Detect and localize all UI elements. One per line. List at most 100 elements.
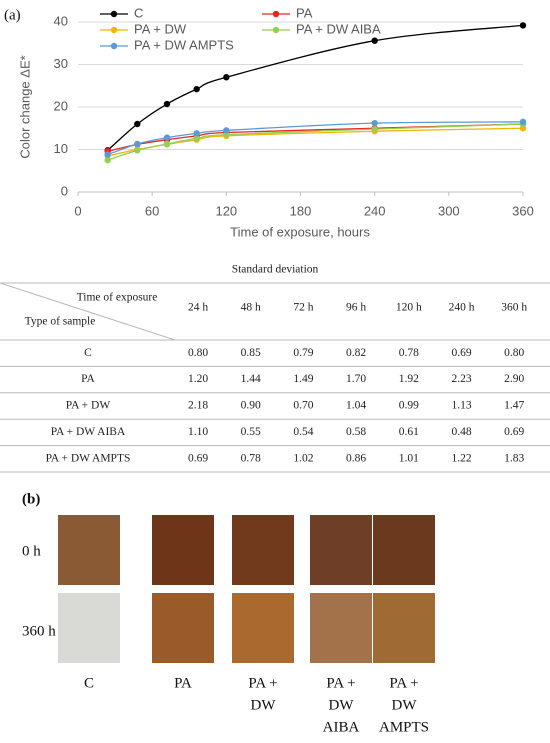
photo xyxy=(58,515,120,585)
table-cell: 0.58 xyxy=(346,426,366,438)
legend-label: PA + DW AIBA xyxy=(296,21,381,36)
data-point xyxy=(519,22,527,29)
table-cell: 0.86 xyxy=(346,452,366,464)
sample-label: C xyxy=(84,675,94,691)
table-cell: 0.69 xyxy=(188,452,208,464)
row-header: PA xyxy=(81,373,95,385)
x-tick-label: 180 xyxy=(290,203,312,218)
sample-label: PA + xyxy=(389,675,418,691)
data-point xyxy=(519,118,527,126)
data-point xyxy=(371,37,378,44)
table-title: Standard deviation xyxy=(232,264,319,276)
data-point xyxy=(134,120,141,128)
photo xyxy=(152,593,214,663)
table-cell: 1.10 xyxy=(188,426,208,438)
data-point xyxy=(193,85,200,93)
table-cell: 1.83 xyxy=(504,452,524,464)
table-cell: 1.92 xyxy=(399,373,419,385)
table-cell: 0.99 xyxy=(399,400,419,412)
column-header: 72 h xyxy=(293,302,313,314)
data-point xyxy=(163,100,171,108)
y-tick-label: 30 xyxy=(54,56,68,71)
table-cell: 0.82 xyxy=(346,347,366,359)
table-corner-top: Time of exposure xyxy=(77,292,158,304)
row-label: 0 h xyxy=(22,543,41,559)
sample-label: DW xyxy=(329,697,355,713)
legend-swatch xyxy=(272,26,280,34)
sample-label: DW xyxy=(392,697,418,713)
x-tick-label: 300 xyxy=(438,203,460,218)
y-tick-label: 0 xyxy=(61,183,68,198)
column-header: 24 h xyxy=(188,302,208,314)
table-cell: 0.85 xyxy=(241,347,261,359)
table-diagonal xyxy=(0,282,176,341)
table-cell: 2.23 xyxy=(451,373,471,385)
data-point xyxy=(134,140,141,148)
table-cell: 0.90 xyxy=(241,400,261,412)
column-header: 360 h xyxy=(501,302,527,314)
x-axis-label: Time of exposure, hours xyxy=(230,224,370,239)
column-header: 120 h xyxy=(396,302,422,314)
sample-label: AMPTS xyxy=(379,719,429,735)
sample-label: PA xyxy=(174,675,192,691)
photo xyxy=(310,515,372,585)
column-header: 48 h xyxy=(241,302,261,314)
y-tick-label: 20 xyxy=(54,98,68,113)
photo xyxy=(232,515,294,585)
data-point xyxy=(163,134,171,141)
table-cell: 0.79 xyxy=(293,347,313,359)
table-cell: 0.69 xyxy=(504,426,524,438)
table-cell: 1.02 xyxy=(293,452,313,464)
sample-label: PA + xyxy=(326,675,355,691)
photo xyxy=(58,593,120,663)
table-cell: 2.18 xyxy=(188,400,208,412)
swatches xyxy=(58,515,435,663)
row-header: PA + DW xyxy=(66,400,111,412)
row-label: 360 h xyxy=(22,623,56,639)
table-cell: 1.44 xyxy=(241,373,261,385)
column-header: 240 h xyxy=(449,302,475,314)
y-axis-label: Color change ΔE* xyxy=(17,55,32,158)
legend-label: PA xyxy=(296,5,313,20)
table-cell: 2.90 xyxy=(504,373,524,385)
table-cell: 1.20 xyxy=(188,373,208,385)
x-tick-label: 0 xyxy=(74,203,81,218)
table-cell: 0.80 xyxy=(188,347,208,359)
row-header: PA + DW AIBA xyxy=(51,426,126,438)
legend-swatch xyxy=(110,42,118,50)
legend-label: PA + DW xyxy=(134,21,187,36)
x-tick-label: 240 xyxy=(364,203,386,218)
table-cell: 1.47 xyxy=(504,400,524,412)
table-cell: 1.22 xyxy=(451,452,471,464)
table-cell: 0.61 xyxy=(399,426,419,438)
series-line xyxy=(107,127,524,157)
legend-swatch xyxy=(110,10,118,18)
x-tick-label: 60 xyxy=(145,203,159,218)
photo xyxy=(373,515,435,585)
legend-label: PA + DW AMPTS xyxy=(134,37,234,52)
table-cell: 0.55 xyxy=(241,426,261,438)
data-point xyxy=(134,147,141,154)
data-point xyxy=(104,156,111,164)
data-point xyxy=(371,119,378,127)
legend-swatch xyxy=(110,26,118,34)
table-cell: 1.04 xyxy=(346,400,366,412)
table-cell: 1.01 xyxy=(399,452,419,464)
data-point xyxy=(104,151,111,158)
data-point xyxy=(371,125,378,133)
photo xyxy=(152,515,214,585)
table-cell: 0.78 xyxy=(399,347,419,359)
sample-label: DW xyxy=(251,697,277,713)
sample-label: AIBA xyxy=(323,719,360,735)
table-corner-bottom: Type of sample xyxy=(25,316,96,328)
table-cell: 0.69 xyxy=(451,347,471,359)
table-cell: 1.13 xyxy=(451,400,471,412)
table-cell: 1.49 xyxy=(293,373,313,385)
table-cell: 0.70 xyxy=(293,400,313,412)
y-tick-label: 10 xyxy=(54,141,68,156)
column-header: 96 h xyxy=(346,302,366,314)
legend-label: C xyxy=(134,5,143,20)
table-cell: 0.78 xyxy=(241,452,261,464)
table-cell: 0.54 xyxy=(293,426,313,438)
